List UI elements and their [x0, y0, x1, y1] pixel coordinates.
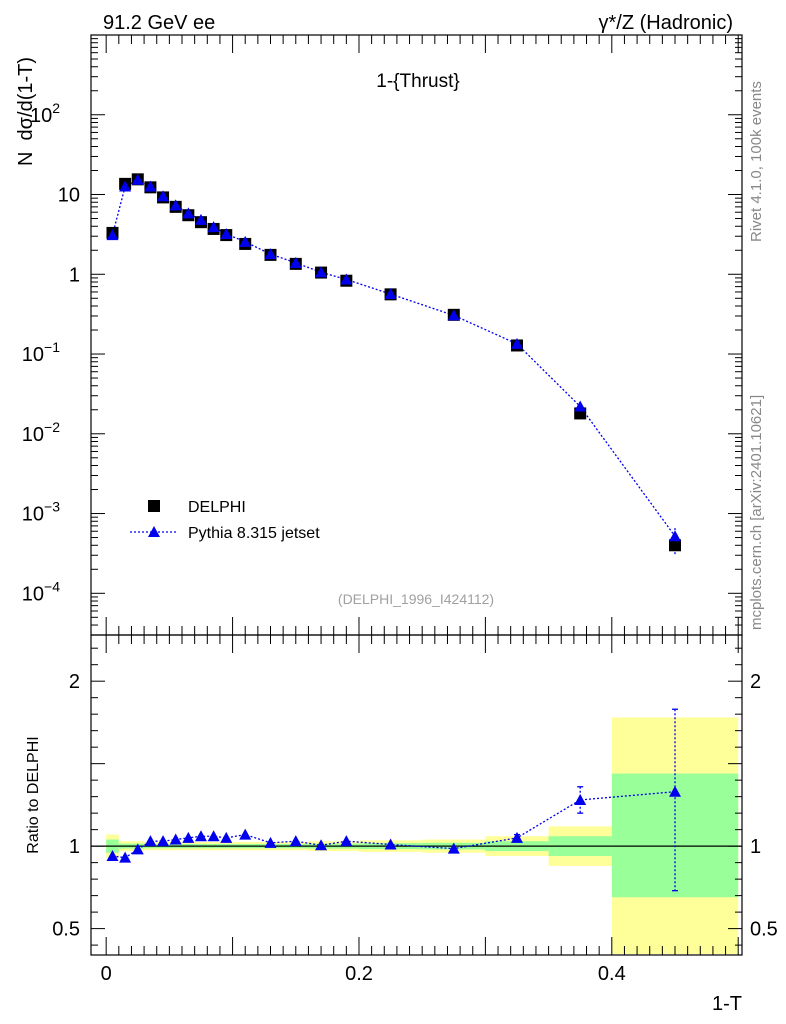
ratio-curve [106, 708, 682, 892]
ratio-point [220, 831, 233, 843]
main-data-points [106, 173, 682, 552]
pythia-point [510, 337, 523, 349]
pythia-point [447, 309, 460, 321]
x-tick-labels: 0 0.2 0.4 [101, 963, 626, 985]
pythia-point [315, 266, 328, 278]
pythia-point [207, 221, 220, 233]
x-axis-title: 1-T [712, 993, 742, 1015]
main-plot-frame [90, 34, 743, 636]
ratio-plot-frame [90, 634, 743, 956]
ratio-y-tick-label-left: 1 [69, 836, 80, 858]
main-y-tick-label: 10−1 [22, 339, 60, 366]
ratio-point [131, 843, 144, 855]
ratio-panel: 0.5 0.5 1 1 2 2 0 0.2 0.4 Ratio to DELPHI 1-T [25, 634, 778, 1015]
main-y-tick-label: 10−2 [22, 419, 60, 446]
ratio-point [574, 793, 587, 805]
pythia-point [669, 530, 682, 542]
pythia-point [144, 180, 157, 192]
ratio-axis-ticks [91, 635, 742, 955]
pythia-point [264, 248, 277, 260]
legend: DELPHI Pythia 8.315 jetset [130, 499, 320, 542]
main-axis-ticks [91, 34, 742, 636]
ratio-point [340, 835, 353, 847]
delphi-point [669, 539, 682, 552]
pythia-point [106, 229, 119, 241]
x-tick-label: 0 [101, 963, 112, 985]
ratio-point [207, 830, 220, 842]
main-plot-title: 1-{Thrust} [376, 71, 459, 92]
pythia-main-curve [111, 179, 676, 555]
main-y-tick-label: 10−3 [22, 499, 60, 526]
ratio-point [194, 830, 207, 842]
ratio-point [447, 842, 460, 854]
ratio-y-tick-label-right: 2 [750, 671, 761, 693]
ratio-y-tick-label-left: 0.5 [52, 919, 80, 941]
pythia-point [182, 207, 195, 219]
pythia-point [239, 235, 252, 247]
main-y-tick-label: 102 [30, 100, 60, 127]
ratio-point [669, 785, 682, 797]
ratio-point [510, 831, 523, 843]
ratio-y-tick-labels: 0.5 0.5 1 1 2 2 [52, 671, 778, 940]
ratio-point [289, 835, 302, 847]
main-y-tick-label: 10 [58, 185, 80, 207]
ratio-point [106, 850, 119, 862]
ratio-point [384, 838, 397, 850]
pythia-point [220, 227, 233, 239]
analysis-id-label: (DELPHI_1996_I424112) [338, 591, 494, 607]
ratio-point [157, 835, 170, 847]
pythia-point [384, 288, 397, 300]
ratio-point [264, 836, 277, 848]
pythia-point [574, 400, 587, 412]
x-tick-label: 0.2 [345, 963, 373, 985]
x-tick-label: 0.4 [598, 963, 626, 985]
pythia-point [119, 180, 132, 192]
legend-marker-delphi [148, 500, 160, 512]
main-y-axis-title: N dσ/d(1-T) [15, 57, 37, 166]
legend-label-pythia: Pythia 8.315 jetset [188, 525, 320, 542]
main-panel: 1-{Thrust} (DELPHI_1996_I424112) 10−410−… [15, 34, 743, 636]
pythia-point [157, 190, 170, 202]
ratio-point [182, 831, 195, 843]
ratio-point [239, 828, 252, 840]
mcplots-reference-label: mcplots.cern.ch [arXiv:2401.10621] [748, 395, 765, 630]
pythia-line [111, 179, 676, 537]
header-process-channel: γ*/Z (Hadronic) [599, 12, 733, 34]
ratio-y-tick-label-left: 2 [69, 671, 80, 693]
legend-label-delphi: DELPHI [188, 499, 246, 516]
pythia-point [169, 199, 182, 211]
rivet-version-label: Rivet 4.1.0, 100k events [748, 81, 765, 242]
ratio-point [119, 851, 132, 863]
ratio-y-tick-label-right: 0.5 [750, 919, 778, 941]
pythia-point [289, 256, 302, 268]
pythia-point [131, 173, 144, 185]
header-process-energy: 91.2 GeV ee [103, 12, 215, 34]
ratio-point [169, 833, 182, 845]
legend-marker-pythia [148, 526, 160, 537]
main-y-tick-label: 1 [69, 264, 80, 286]
ratio-y-axis-title: Ratio to DELPHI [25, 736, 42, 853]
pythia-point [194, 213, 207, 225]
ratio-point [315, 839, 328, 851]
main-y-tick-labels: 10−4 10−3 10−2 10−1 1 10 102 [22, 100, 80, 606]
ratio-point [144, 835, 157, 847]
main-y-tick-label: 10−4 [22, 578, 60, 605]
ratio-y-tick-label-right: 1 [750, 836, 761, 858]
pythia-point [340, 273, 353, 285]
